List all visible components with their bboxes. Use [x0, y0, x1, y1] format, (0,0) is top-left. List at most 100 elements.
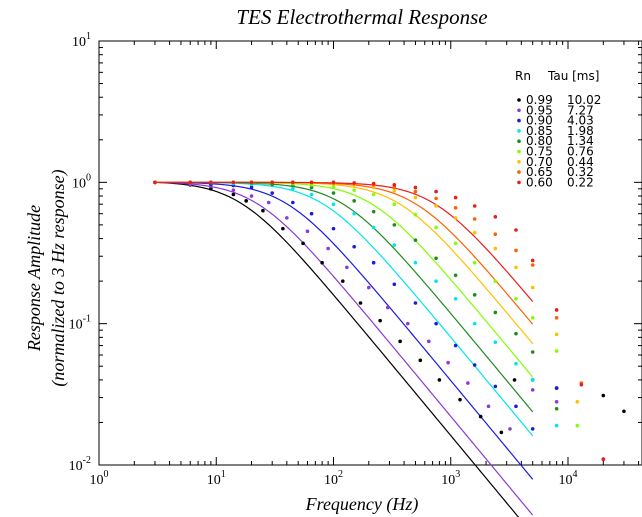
legend-tau-value: 0.22 [567, 175, 594, 189]
data-point-rn-0.99 [499, 430, 504, 435]
x-tick-exponent: 0 [104, 469, 109, 480]
data-point-rn-0.75 [371, 192, 376, 197]
data-point-rn-0.60 [309, 180, 314, 185]
data-point-rn-0.60 [249, 180, 254, 185]
data-point-rn-0.95 [405, 321, 410, 326]
legend-rn-value: 0.99 [526, 93, 553, 107]
data-point-rn-0.60 [331, 180, 336, 185]
y-axis-label-group: Response Amplitude (normalized to 3 Hz r… [24, 169, 69, 386]
x-axis-label: Frequency (Hz) [305, 494, 419, 515]
data-point-rn-0.95 [554, 400, 559, 404]
data-point-rn-0.65 [413, 189, 418, 194]
data-point-rn-0.80 [331, 191, 336, 195]
y-tick-base: 10 [72, 35, 86, 50]
data-point-rn-0.75 [392, 202, 397, 207]
data-point-rn-0.85 [392, 243, 397, 247]
data-point-rn-0.80 [514, 331, 518, 336]
data-point-rn-0.60 [371, 181, 376, 186]
data-point-rn-0.99 [378, 318, 382, 323]
data-point-rn-0.75 [352, 188, 356, 192]
legend-tau-value: 7.27 [567, 103, 594, 117]
data-point-rn-0.80 [530, 350, 535, 354]
data-point-rn-0.70 [453, 216, 458, 220]
data-point-rn-0.60 [291, 180, 295, 185]
legend-rn-value: 0.65 [526, 165, 553, 179]
data-point-rn-0.90 [453, 343, 458, 348]
data-point-rn-0.90 [530, 427, 535, 431]
data-point-rn-0.70 [472, 230, 477, 235]
fit-curves [154, 181, 534, 517]
data-point-rn-0.90 [493, 384, 498, 389]
data-point-rn-0.99 [418, 358, 423, 363]
data-point-rn-0.65 [453, 206, 458, 210]
data-point-rn-0.90 [371, 260, 376, 265]
fit-curve-rn-0.99 [154, 181, 520, 517]
data-point-rn-0.60 [434, 189, 438, 194]
x-tick-exponent: 3 [455, 469, 460, 480]
data-point-rn-0.99 [398, 339, 402, 344]
y-tick-base: 10 [69, 318, 83, 333]
fit-curve-rn-0.80 [154, 181, 534, 413]
data-point-rn-0.95 [285, 216, 289, 220]
data-point-rn-0.60 [514, 228, 518, 232]
data-point-rn-0.75 [530, 316, 535, 320]
data-point-rn-0.85 [413, 260, 418, 265]
x-tick-exponent: 4 [573, 469, 578, 480]
data-point-rn-0.65 [514, 248, 518, 253]
plot-frame [98, 40, 642, 466]
data-point-rn-0.90 [413, 301, 418, 305]
legend-marker-rn-0.70 [517, 160, 521, 164]
data-point-rn-0.85 [554, 423, 559, 428]
data-point-rn-0.95 [427, 339, 431, 344]
data-point-rn-0.90 [392, 282, 397, 287]
fit-curve-rn-0.95 [154, 181, 534, 516]
data-point-rn-0.60 [209, 180, 213, 185]
data-point-rn-0.95 [305, 229, 310, 234]
data-point-rn-0.60 [392, 183, 397, 187]
data-point-rn-0.99 [261, 208, 265, 213]
data-point-rn-0.95 [385, 305, 390, 310]
data-point-rn-0.99 [231, 192, 236, 197]
data-point-rn-0.99 [340, 279, 345, 283]
legend-marker-rn-0.95 [517, 108, 521, 113]
data-point-rn-0.99 [358, 301, 363, 305]
legend-rn-value: 0.80 [526, 134, 553, 148]
data-point-rn-0.90 [291, 200, 295, 205]
data-point-rn-0.95 [326, 246, 330, 251]
data-point-rn-0.95 [530, 388, 535, 392]
data-point-rn-0.90 [472, 363, 477, 367]
y-tick-exponent: -1 [83, 314, 91, 325]
data-point-rn-0.80 [413, 238, 418, 242]
legend-marker-rn-0.60 [517, 180, 521, 185]
data-point-rn-0.60 [270, 180, 274, 185]
legend-marker-rn-0.80 [517, 139, 521, 143]
x-tick-exponent: 2 [338, 469, 343, 480]
data-point-rn-0.95 [345, 265, 349, 270]
data-point-rn-0.60 [453, 195, 458, 200]
y-tick-base: 10 [69, 459, 83, 474]
data-point-rn-0.90 [352, 244, 356, 249]
data-point-rn-0.80 [434, 256, 438, 261]
y-tick-label: 10-2 [69, 455, 91, 474]
data-point-rn-0.60 [413, 185, 418, 190]
data-point-rn-0.90 [270, 191, 274, 195]
data-point-rn-0.75 [413, 212, 418, 217]
data-point-rn-0.85 [291, 187, 295, 191]
x-tick-base: 10 [207, 473, 221, 488]
data-point-rn-0.60 [472, 204, 477, 208]
data-point-rn-0.99 [244, 199, 248, 203]
legend-rn-value: 0.70 [526, 155, 553, 169]
x-tick-exponent: 1 [221, 469, 226, 480]
y-tick-exponent: -2 [83, 455, 91, 466]
data-point-rn-0.60 [579, 382, 584, 387]
legend-rn-value: 0.90 [526, 114, 553, 128]
data-point-rn-0.85 [309, 192, 314, 197]
data-point-rn-0.75 [331, 184, 336, 189]
y-tick-base: 10 [72, 176, 86, 191]
y-tick-label: 100 [72, 172, 91, 191]
legend-tau-value: 1.34 [567, 134, 594, 148]
data-point-rn-0.70 [493, 246, 498, 251]
data-point-rn-0.95 [466, 381, 470, 385]
